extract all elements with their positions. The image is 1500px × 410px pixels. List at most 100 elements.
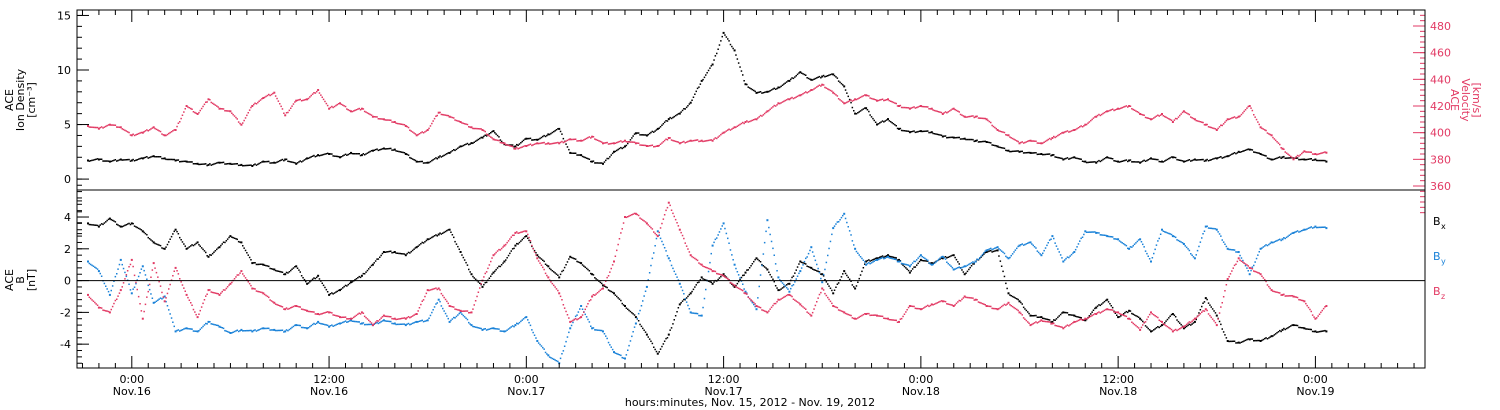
velocity-trace-point [899, 104, 902, 107]
bz-trace-point [517, 232, 519, 234]
velocity-point [97, 127, 100, 130]
bx-trace-point [570, 256, 573, 259]
velocity-trace-point [1102, 112, 1104, 115]
bz-trace-point [905, 311, 907, 313]
bz-trace-point [842, 310, 844, 313]
bz-trace-point [413, 314, 415, 316]
by-trace-point [500, 330, 503, 332]
bz-trace-point [881, 315, 884, 318]
ion-density-point [1226, 155, 1229, 158]
ion-density-tick-label: 10 [57, 64, 71, 77]
bz-trace-point [140, 310, 143, 312]
velocity-trace-point [869, 97, 871, 99]
by-trace-point [237, 330, 240, 333]
ion-density-point [119, 158, 122, 161]
bx-point [1193, 320, 1196, 323]
bx-trace-point [1129, 310, 1132, 312]
ion-density-trace-point [1254, 151, 1256, 154]
velocity-trace-point [183, 111, 185, 113]
bz-point [470, 311, 473, 314]
ion-density-trace-point [1131, 161, 1133, 163]
bz-point [196, 316, 199, 319]
velocity-trace-point [1210, 126, 1212, 129]
by-trace-point [761, 264, 763, 267]
by-trace-point [277, 329, 280, 332]
by-point [503, 330, 506, 333]
by-trace-point [968, 263, 970, 266]
ion-density-trace-point [321, 154, 323, 156]
ion-density-trace-point [980, 141, 982, 143]
bx-trace-point [1116, 314, 1118, 316]
by-trace-point [1042, 252, 1044, 254]
velocity-trace-point [720, 133, 722, 136]
bz-trace-point [94, 301, 96, 304]
bx-trace-point [443, 231, 445, 234]
by-point [678, 282, 681, 285]
ion-density-trace-point [1055, 156, 1058, 158]
bx-point [985, 251, 988, 253]
by-trace-point [1043, 249, 1045, 252]
velocity-trace-point [757, 117, 759, 119]
bz-trace-point [242, 273, 244, 275]
by-trace-point [133, 286, 136, 288]
ion-density-point [1204, 159, 1207, 162]
bx-trace-point [1140, 319, 1143, 321]
by-trace-point [606, 337, 608, 340]
bz-trace-point [387, 315, 389, 318]
velocity-trace-point [800, 93, 803, 96]
by-point [667, 257, 670, 260]
velocity-trace-point [784, 99, 786, 102]
ion-density-trace-point [1148, 158, 1151, 160]
bx-trace-point [1091, 311, 1093, 313]
velocity-trace-point [1074, 128, 1077, 131]
ion-density-trace-point [965, 138, 967, 141]
velocity-trace-point [1231, 117, 1233, 119]
velocity-point [141, 131, 144, 134]
bx-trace-point [1224, 334, 1226, 336]
by-trace-point [592, 327, 595, 329]
velocity-trace-point [1129, 105, 1132, 107]
bz-point [941, 300, 944, 303]
bz-point [536, 257, 539, 260]
bz-trace-point [265, 294, 267, 297]
bx-point [1139, 317, 1142, 320]
by-point [459, 311, 462, 314]
velocity-trace-point [628, 141, 630, 143]
by-trace-point [129, 289, 132, 291]
bz-trace-point [228, 284, 230, 286]
by-trace-point [1079, 240, 1081, 242]
velocity-trace-point [1136, 111, 1139, 113]
by-trace-point [535, 337, 537, 339]
bx-trace-point [1157, 326, 1159, 328]
velocity-trace-point [283, 112, 285, 114]
bz-trace-point [435, 287, 437, 289]
velocity-trace-point [962, 115, 965, 117]
by-trace-point [1111, 236, 1114, 238]
by-trace-point [770, 240, 773, 243]
bz-trace-point [640, 218, 643, 220]
velocity-point [514, 147, 517, 150]
velocity-trace-point [310, 94, 312, 97]
velocity-trace-point [446, 114, 448, 117]
bx-trace-point [606, 286, 608, 289]
velocity-trace-point [1184, 111, 1186, 114]
bz-trace-point [1017, 309, 1019, 312]
by-trace-point [91, 264, 93, 267]
velocity-trace-point [877, 99, 880, 102]
ion-density-trace-point [1321, 159, 1323, 162]
ion-density-trace-point [169, 158, 171, 161]
velocity-trace-point [116, 126, 118, 128]
by-trace-point [1094, 231, 1096, 233]
ion-density-trace-point [858, 111, 860, 113]
velocity-trace-point [143, 131, 145, 133]
bx-trace-point [1065, 311, 1067, 314]
ion-density-trace-point [118, 159, 121, 161]
velocity-trace-point [640, 144, 643, 146]
ion-density-trace-point [1064, 158, 1066, 160]
ion-density-trace-point [237, 164, 240, 167]
bx-trace-point [968, 268, 970, 271]
velocity-trace-point [431, 122, 433, 125]
by-trace-point [374, 322, 377, 325]
ion-density-trace-point [691, 99, 693, 101]
bz-trace-point [706, 267, 708, 269]
